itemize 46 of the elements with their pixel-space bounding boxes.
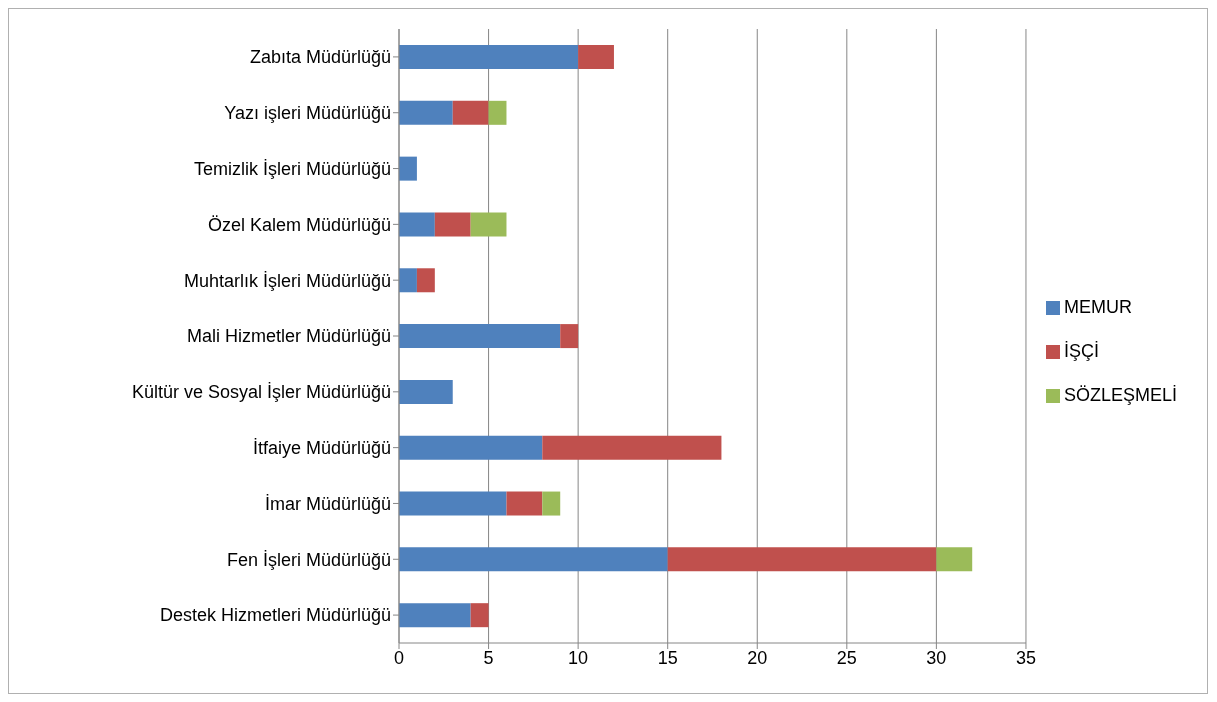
bar [434,212,471,237]
bar [470,603,489,628]
x-tick-label: 10 [568,647,589,668]
y-tick-label: Zabıta Müdürlüğü [249,47,391,68]
x-tick-label: 35 [1015,647,1036,668]
bar [399,100,453,125]
x-tick-label: 20 [747,647,768,668]
legend-label: SÖZLEŞMELİ [1063,385,1177,405]
bar [560,324,579,349]
bar [399,547,668,572]
y-tick-label: İtfaiye Müdürlüğü [252,438,391,459]
legend-label: İŞÇİ [1063,341,1099,361]
x-tick-label: 5 [483,647,494,668]
bar [542,491,561,516]
y-tick-label: Temizlik İşleri Müdürlüğü [193,158,391,179]
y-tick-label: Mali Hizmetler Müdürlüğü [186,326,391,347]
y-tick-label: İmar Müdürlüğü [264,493,391,514]
bar [488,100,507,125]
bar [399,156,417,181]
bar [667,547,937,572]
bar [399,491,507,516]
bar [936,547,973,572]
bar [399,268,417,293]
bar [452,100,489,125]
y-tick-label: Yazı işleri Müdürlüğü [224,103,391,124]
bar [506,491,543,516]
x-tick-label: 25 [836,647,857,668]
bar [399,324,561,349]
y-tick-label: Kültür ve Sosyal İşler Müdürlüğü [131,382,391,403]
bar [416,268,435,293]
bar [399,435,543,460]
bar [399,45,579,69]
x-tick-label: 30 [926,647,947,668]
y-tick-label: Muhtarlık İşleri Müdürlüğü [183,270,391,291]
bar [470,212,507,237]
bar [399,212,435,237]
x-tick-label: 0 [393,647,405,668]
bar [578,45,614,69]
bar [542,435,722,460]
legend-label: MEMUR [1063,297,1132,317]
x-tick-label: 15 [657,647,678,668]
bar [399,603,471,628]
y-tick-label: Destek Hizmetleri Müdürlüğü [159,605,391,626]
bar [399,379,453,404]
y-tick-label: Özel Kalem Müdürlüğü [207,214,391,235]
y-tick-label: Fen İşleri Müdürlüğü [226,549,391,570]
